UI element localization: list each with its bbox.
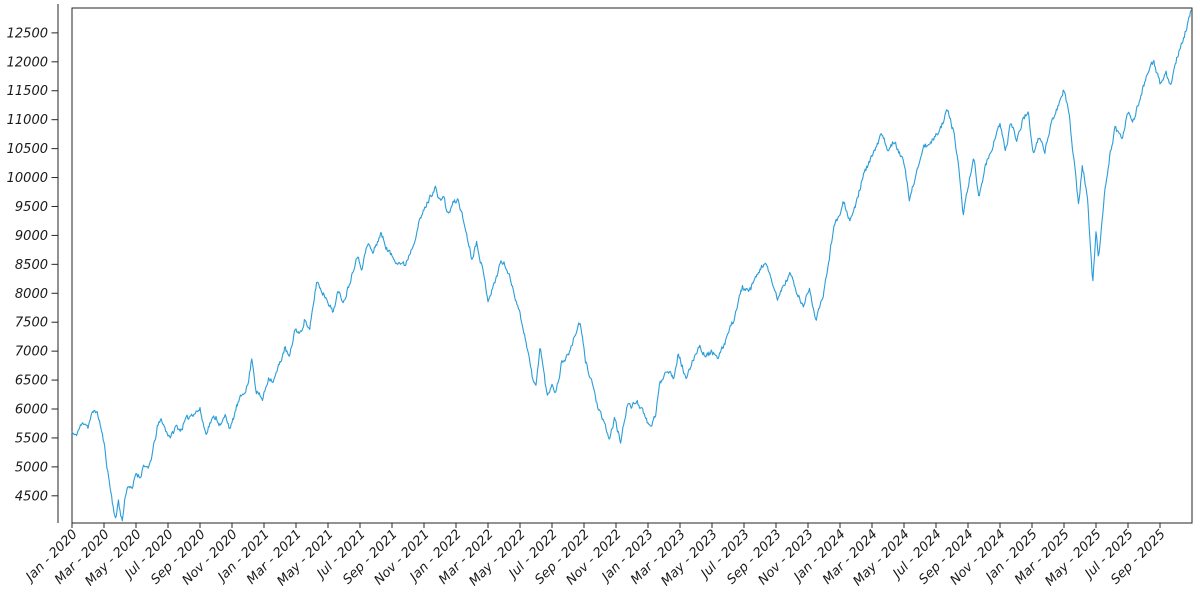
y-tick-label: 10000 xyxy=(7,171,48,186)
plot-border xyxy=(71,7,1193,524)
y-tick-label: 5500 xyxy=(15,431,48,446)
y-tick-label: 7500 xyxy=(15,316,48,331)
y-tick-label: 9500 xyxy=(15,200,48,215)
price-line xyxy=(71,9,1192,522)
y-tick-label: 11000 xyxy=(7,113,48,128)
y-tick-label: 8500 xyxy=(15,258,48,273)
y-tick-label: 10500 xyxy=(7,142,48,157)
y-tick-label: 4500 xyxy=(15,489,48,504)
y-tick-label: 6500 xyxy=(15,374,48,389)
y-tick-label: 9000 xyxy=(15,229,48,244)
y-tick-label: 7000 xyxy=(15,345,48,360)
y-tick-label: 11500 xyxy=(7,84,48,99)
y-tick-label: 6000 xyxy=(15,403,48,418)
y-tick-label: 12000 xyxy=(7,55,48,70)
y-tick-label: 8000 xyxy=(15,287,48,302)
y-tick-label: 12500 xyxy=(7,26,48,41)
y-tick-label: 5000 xyxy=(15,460,48,475)
